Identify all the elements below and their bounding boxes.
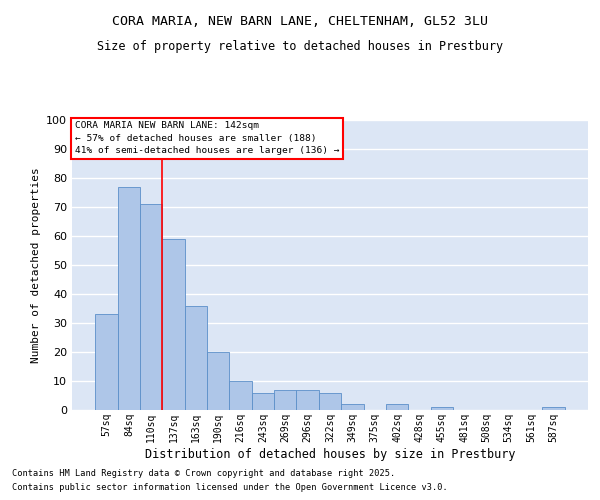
Bar bbox=[341, 404, 364, 410]
Text: Contains public sector information licensed under the Open Government Licence v3: Contains public sector information licen… bbox=[12, 484, 448, 492]
Bar bbox=[140, 204, 163, 410]
Bar bbox=[274, 390, 296, 410]
Text: Size of property relative to detached houses in Prestbury: Size of property relative to detached ho… bbox=[97, 40, 503, 53]
Text: CORA MARIA NEW BARN LANE: 142sqm
← 57% of detached houses are smaller (188)
41% : CORA MARIA NEW BARN LANE: 142sqm ← 57% o… bbox=[74, 122, 339, 156]
Bar bbox=[431, 407, 453, 410]
Bar bbox=[95, 314, 118, 410]
Bar bbox=[542, 407, 565, 410]
Bar bbox=[185, 306, 207, 410]
X-axis label: Distribution of detached houses by size in Prestbury: Distribution of detached houses by size … bbox=[145, 448, 515, 460]
Bar bbox=[118, 186, 140, 410]
Text: Contains HM Land Registry data © Crown copyright and database right 2025.: Contains HM Land Registry data © Crown c… bbox=[12, 468, 395, 477]
Bar bbox=[319, 392, 341, 410]
Bar bbox=[386, 404, 408, 410]
Bar bbox=[229, 381, 252, 410]
Text: CORA MARIA, NEW BARN LANE, CHELTENHAM, GL52 3LU: CORA MARIA, NEW BARN LANE, CHELTENHAM, G… bbox=[112, 15, 488, 28]
Y-axis label: Number of detached properties: Number of detached properties bbox=[31, 167, 41, 363]
Bar bbox=[252, 392, 274, 410]
Bar bbox=[207, 352, 229, 410]
Bar bbox=[163, 239, 185, 410]
Bar bbox=[296, 390, 319, 410]
